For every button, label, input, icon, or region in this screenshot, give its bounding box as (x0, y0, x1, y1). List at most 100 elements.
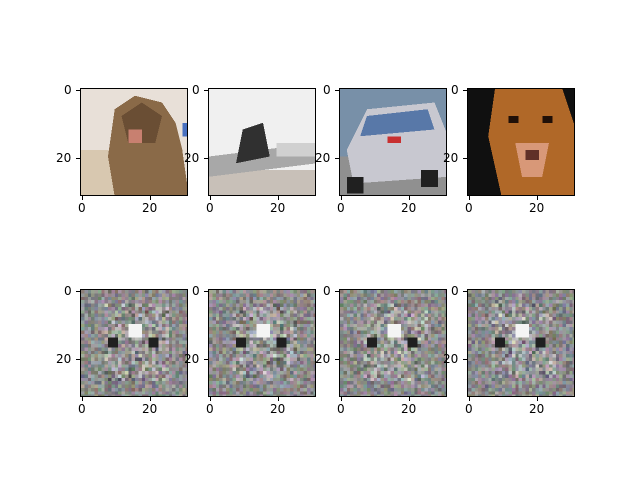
generated-noise-images-panel-1-noise (80, 289, 188, 397)
y-tick-mark (76, 158, 80, 159)
y-tick-label: 0 (192, 83, 200, 97)
x-tick-label: 20 (401, 402, 417, 416)
y-tick-mark (204, 291, 208, 292)
noise-pixels (209, 290, 315, 396)
noise-pixels (468, 290, 574, 396)
x-tick-mark (278, 397, 279, 401)
x-tick-mark (210, 196, 211, 200)
y-tick-mark (335, 291, 339, 292)
original-images-panel-2-airplane (208, 88, 316, 196)
y-tick-mark (335, 158, 339, 159)
dog-eye (508, 116, 519, 123)
dark-patch (148, 337, 159, 348)
x-tick-mark (409, 397, 410, 401)
car-wheel (346, 176, 364, 194)
blue-object (182, 122, 187, 137)
y-tick-mark (204, 158, 208, 159)
x-tick-label: 20 (529, 402, 545, 416)
x-tick-mark (537, 397, 538, 401)
y-tick-mark (463, 359, 467, 360)
x-tick-mark (278, 196, 279, 200)
dog-head (488, 89, 574, 195)
original-images-panel-4-dog (467, 88, 575, 196)
y-tick-label: 0 (451, 83, 459, 97)
y-tick-label: 20 (56, 151, 72, 165)
x-tick-label: 0 (337, 402, 345, 416)
dark-patch (495, 337, 506, 348)
x-tick-label: 0 (206, 201, 214, 215)
x-tick-mark (537, 196, 538, 200)
bright-patch (387, 323, 401, 338)
dark-patch (367, 337, 378, 348)
x-tick-mark (150, 196, 151, 200)
x-tick-label: 20 (142, 402, 158, 416)
y-tick-mark (463, 291, 467, 292)
y-tick-mark (76, 90, 80, 91)
y-tick-label: 0 (192, 284, 200, 298)
cat-mouth (128, 129, 142, 143)
x-tick-label: 20 (142, 201, 158, 215)
x-tick-mark (469, 196, 470, 200)
y-tick-label: 20 (443, 151, 459, 165)
y-tick-mark (335, 359, 339, 360)
x-tick-label: 20 (270, 201, 286, 215)
dark-patch (535, 337, 546, 348)
y-tick-mark (204, 359, 208, 360)
dog-nose (525, 149, 539, 160)
x-tick-label: 0 (465, 201, 473, 215)
x-tick-label: 0 (337, 201, 345, 215)
original-images-panel-1-cat (80, 88, 188, 196)
y-tick-label: 20 (315, 352, 331, 366)
airplane-body (236, 122, 270, 164)
y-tick-label: 20 (443, 352, 459, 366)
y-tick-label: 20 (315, 151, 331, 165)
x-tick-mark (409, 196, 410, 200)
x-tick-label: 20 (529, 201, 545, 215)
y-tick-mark (463, 90, 467, 91)
y-tick-mark (335, 90, 339, 91)
y-tick-label: 0 (323, 83, 331, 97)
y-tick-label: 20 (184, 151, 200, 165)
x-tick-mark (82, 397, 83, 401)
y-tick-label: 20 (184, 352, 200, 366)
y-tick-label: 0 (64, 83, 72, 97)
bright-patch (515, 323, 529, 338)
x-tick-label: 0 (78, 201, 86, 215)
x-tick-mark (210, 397, 211, 401)
x-tick-mark (150, 397, 151, 401)
dark-patch (108, 337, 119, 348)
x-tick-mark (341, 196, 342, 200)
x-tick-label: 20 (270, 402, 286, 416)
bright-patch (128, 323, 142, 338)
dog-eye (542, 116, 553, 123)
noise-pixels (81, 290, 187, 396)
x-tick-label: 20 (401, 201, 417, 215)
original-images-panel-3-car (339, 88, 447, 196)
generated-noise-images-panel-3-noise (339, 289, 447, 397)
y-tick-mark (76, 291, 80, 292)
y-tick-label: 0 (323, 284, 331, 298)
y-tick-label: 0 (451, 284, 459, 298)
dark-patch (407, 337, 418, 348)
y-tick-mark (204, 90, 208, 91)
x-tick-mark (82, 196, 83, 200)
y-tick-label: 0 (64, 284, 72, 298)
x-tick-label: 0 (465, 402, 473, 416)
car-wheel (421, 170, 438, 187)
bright-patch (256, 323, 270, 338)
dark-patch (276, 337, 287, 348)
car-window (360, 109, 435, 137)
y-tick-label: 20 (56, 352, 72, 366)
y-tick-mark (76, 359, 80, 360)
x-tick-label: 0 (78, 402, 86, 416)
generated-noise-images-panel-2-noise (208, 289, 316, 397)
x-tick-mark (341, 397, 342, 401)
dark-patch (236, 337, 247, 348)
car-taillight (387, 136, 401, 143)
y-tick-mark (463, 158, 467, 159)
generated-noise-images-panel-4-noise (467, 289, 575, 397)
noise-pixels (340, 290, 446, 396)
x-tick-mark (469, 397, 470, 401)
airplane-fuselage (276, 143, 315, 157)
